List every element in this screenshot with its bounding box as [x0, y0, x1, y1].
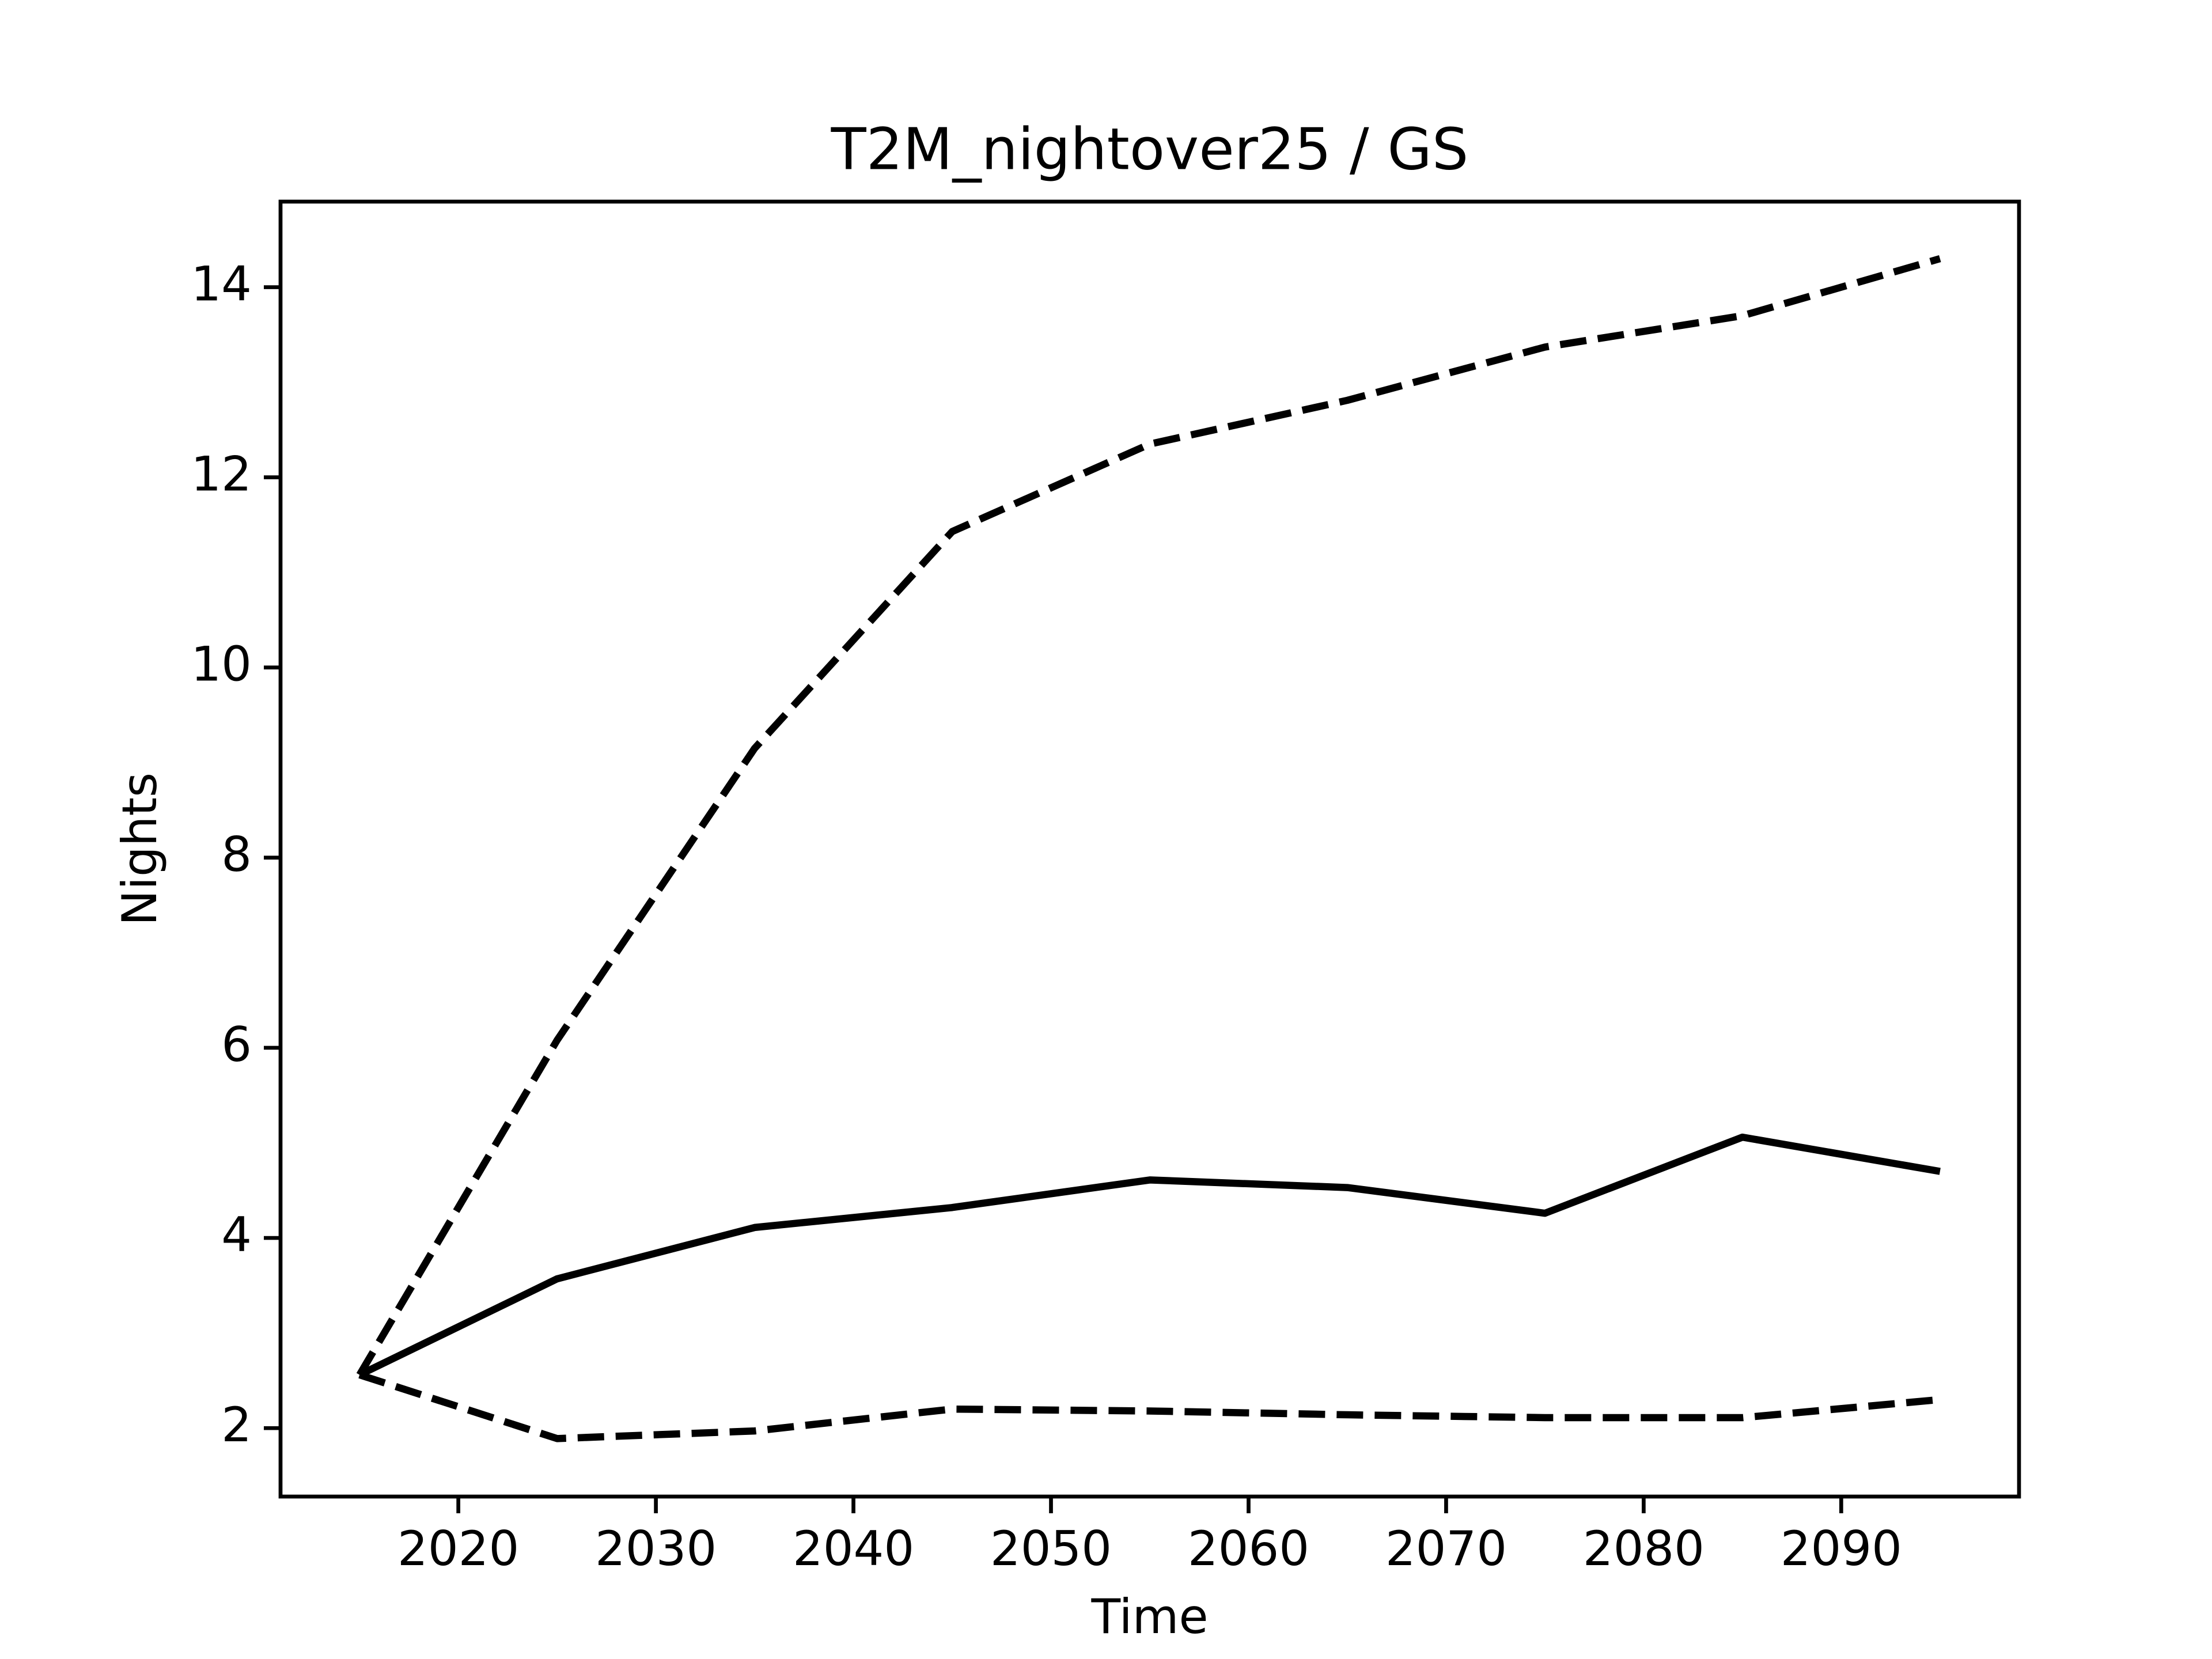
series-line	[358, 1133, 1941, 1378]
x-tick-label: 2020	[397, 1521, 519, 1577]
x-tick-label: 2050	[990, 1521, 1112, 1577]
series-line	[358, 1371, 1941, 1442]
y-tick-label: 2	[221, 1397, 252, 1453]
axes-frame	[278, 199, 2021, 1499]
y-axis-label: Nights	[112, 772, 168, 926]
y-tick-label: 12	[191, 446, 252, 502]
x-axis-label: Time	[1090, 1589, 1208, 1645]
series-line	[356, 255, 1941, 1377]
x-tick-label: 2080	[1583, 1521, 1705, 1577]
x-tick-label: 2040	[793, 1521, 914, 1577]
y-tick-label: 8	[221, 827, 252, 882]
y-tick-label: 14	[191, 256, 252, 312]
y-tick-label: 6	[221, 1017, 252, 1073]
x-tick-label: 2090	[1781, 1521, 1902, 1577]
y-tick-label: 10	[191, 637, 252, 692]
x-tick-label: 2070	[1385, 1521, 1507, 1577]
chart-title: T2M_nightover25 / GS	[831, 115, 1469, 183]
x-tick-label: 2030	[595, 1521, 717, 1577]
x-tick-label: 2060	[1188, 1521, 1309, 1577]
y-tick-label: 4	[221, 1207, 252, 1263]
